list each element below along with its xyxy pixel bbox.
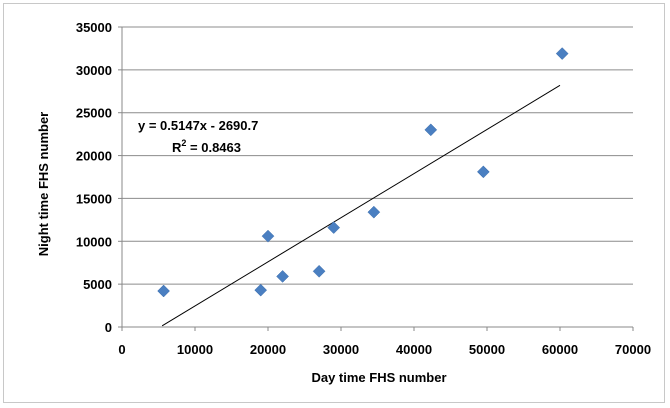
data-point-9	[555, 47, 569, 60]
y-tick-label-7: 35000	[76, 20, 112, 35]
x-tick-label-3: 30000	[323, 342, 359, 357]
y-tick-label-4: 20000	[76, 149, 112, 164]
data-point-6	[367, 205, 381, 219]
x-tick-label-6: 60000	[542, 342, 578, 357]
x-axis-title: Day time FHS number	[311, 370, 446, 385]
x-tick-label-4: 40000	[396, 342, 432, 357]
x-tick-label-0: 0	[118, 342, 125, 357]
x-tick-label-2: 20000	[250, 342, 286, 357]
y-tick-labels: 0 5000 10000 15000 20000 25000 30000 35000	[76, 20, 112, 335]
data-point-2	[261, 229, 275, 243]
y-tick-label-6: 30000	[76, 63, 112, 78]
y-tick-label-0: 0	[105, 320, 112, 335]
data-point-4	[312, 264, 326, 278]
y-tick-label-5: 25000	[76, 106, 112, 121]
data-point-8	[476, 165, 490, 179]
data-points	[157, 47, 569, 298]
y-tick-label-3: 15000	[76, 191, 112, 206]
trendline	[161, 84, 561, 327]
data-point-7	[424, 123, 438, 137]
data-point-0	[157, 284, 170, 298]
trendline-equation: y = 0.5147x - 2690.7	[138, 118, 258, 133]
r-squared-prefix: R	[172, 140, 182, 155]
x-tick-label-5: 50000	[469, 342, 505, 357]
r-squared-label: R2 = 0.8463	[172, 138, 241, 155]
gridlines	[118, 26, 634, 331]
x-tick-label-1: 10000	[177, 342, 213, 357]
data-point-3	[276, 270, 289, 283]
y-axis-title: Night time FHS number	[36, 112, 51, 256]
y-tick-label-2: 10000	[76, 234, 112, 249]
data-point-5	[327, 221, 341, 234]
x-tick-labels: 0 10000 20000 30000 40000 50000 60000 70000	[118, 342, 651, 357]
data-point-1	[254, 283, 268, 297]
x-tick-label-7: 70000	[615, 342, 651, 357]
y-tick-label-1: 5000	[83, 277, 112, 292]
r-squared-superscript: 2	[181, 138, 186, 148]
r-squared-value: = 0.8463	[186, 140, 241, 155]
